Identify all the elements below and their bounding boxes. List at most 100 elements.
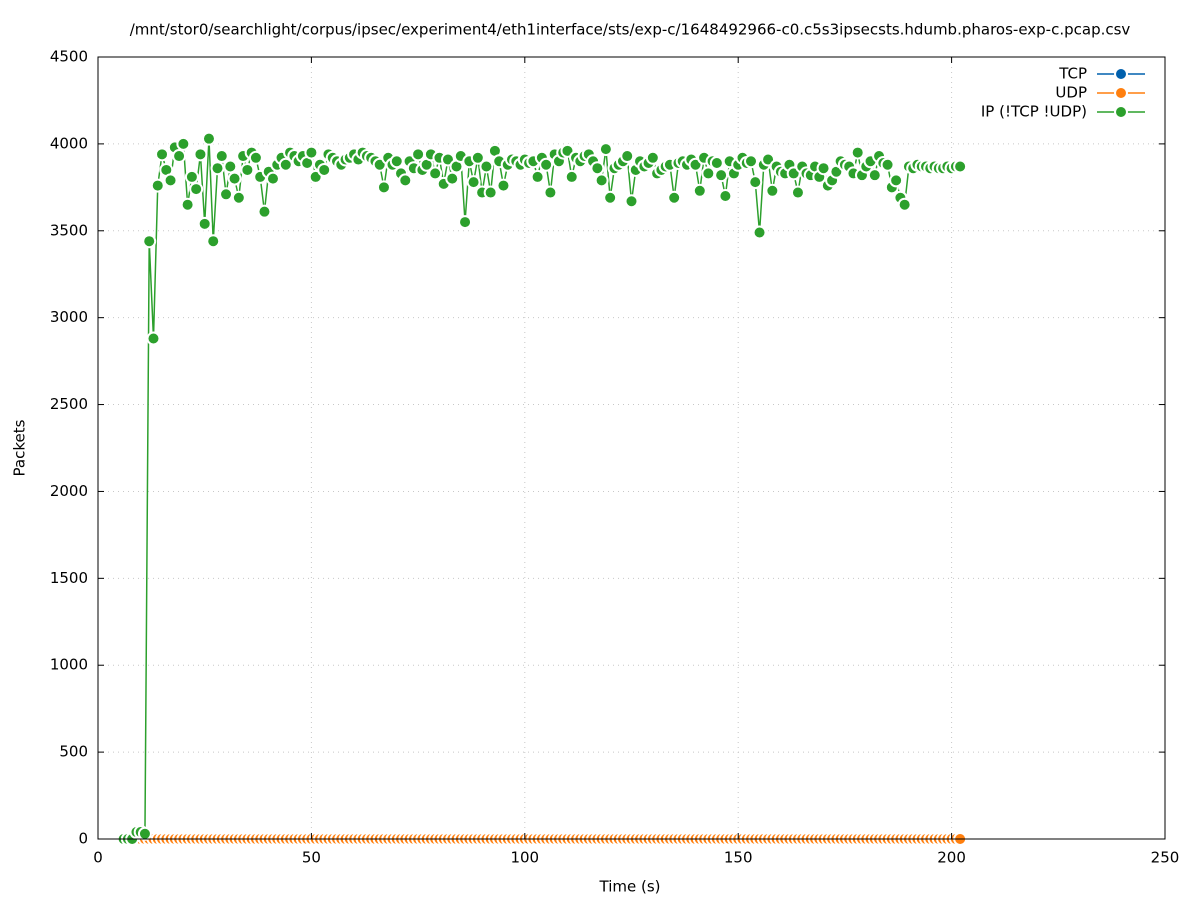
y-tick-label: 2000 bbox=[50, 482, 88, 500]
data-point bbox=[692, 183, 707, 198]
data-point bbox=[317, 162, 332, 177]
data-point bbox=[176, 136, 191, 151]
data-point bbox=[714, 168, 729, 183]
x-tick-label: 50 bbox=[302, 849, 321, 867]
data-point bbox=[458, 215, 473, 230]
y-tick-label: 3500 bbox=[50, 221, 88, 239]
data-point bbox=[146, 331, 161, 346]
plot-area bbox=[116, 131, 968, 846]
y-tick-label: 1500 bbox=[50, 569, 88, 587]
data-point bbox=[248, 150, 263, 165]
data-point bbox=[564, 169, 579, 184]
y-tick-label: 4000 bbox=[50, 134, 88, 152]
data-point bbox=[752, 225, 767, 240]
legend-label: IP (!TCP !UDP) bbox=[981, 103, 1087, 121]
data-point bbox=[428, 166, 443, 181]
data-point bbox=[603, 190, 618, 205]
data-point bbox=[184, 169, 199, 184]
data-point bbox=[201, 131, 216, 146]
data-point bbox=[304, 145, 319, 160]
data-point bbox=[816, 161, 831, 176]
data-point bbox=[398, 173, 413, 188]
x-tick-label: 150 bbox=[724, 849, 753, 867]
data-point bbox=[206, 234, 221, 249]
data-point bbox=[445, 171, 460, 186]
data-point bbox=[265, 171, 280, 186]
data-point bbox=[850, 145, 865, 160]
data-point bbox=[598, 142, 613, 157]
data-point bbox=[172, 149, 187, 164]
x-tick-label: 0 bbox=[93, 849, 103, 867]
data-point bbox=[594, 173, 609, 188]
plot-border bbox=[97, 56, 1166, 840]
data-point bbox=[227, 171, 242, 186]
y-tick-label: 2500 bbox=[50, 395, 88, 413]
x-tick-label: 250 bbox=[1151, 849, 1180, 867]
data-point bbox=[278, 157, 293, 172]
data-point bbox=[667, 190, 682, 205]
legend-marker bbox=[1114, 105, 1128, 119]
y-tick-label: 3000 bbox=[50, 308, 88, 326]
y-tick-label: 4500 bbox=[50, 48, 88, 66]
data-point bbox=[180, 197, 195, 212]
data-point bbox=[897, 197, 912, 212]
data-point bbox=[155, 147, 170, 162]
y-tick-label: 500 bbox=[59, 743, 88, 761]
chart-title: /mnt/stor0/searchlight/corpus/ipsec/expe… bbox=[130, 21, 1131, 39]
data-point bbox=[210, 161, 225, 176]
y-axis-label: Packets bbox=[11, 419, 29, 476]
legend-label: TCP bbox=[1058, 65, 1087, 83]
data-point bbox=[257, 204, 272, 219]
data-point bbox=[880, 157, 895, 172]
data-point bbox=[197, 216, 212, 231]
data-point bbox=[163, 173, 178, 188]
data-point bbox=[479, 159, 494, 174]
data-point bbox=[709, 156, 724, 171]
data-point bbox=[765, 183, 780, 198]
data-point bbox=[214, 149, 229, 164]
y-tick-label: 0 bbox=[78, 830, 88, 848]
data-point bbox=[193, 147, 208, 162]
legend-label: UDP bbox=[1055, 84, 1087, 102]
data-point bbox=[889, 173, 904, 188]
data-point bbox=[137, 826, 152, 841]
data-point bbox=[953, 159, 968, 174]
data-point bbox=[867, 168, 882, 183]
data-point bbox=[790, 185, 805, 200]
data-point bbox=[142, 234, 157, 249]
y-tick-label: 1000 bbox=[50, 656, 88, 674]
data-point bbox=[590, 161, 605, 176]
data-point bbox=[240, 162, 255, 177]
data-point bbox=[539, 157, 554, 172]
data-point bbox=[189, 182, 204, 197]
data-point bbox=[376, 180, 391, 195]
legend-marker bbox=[1114, 67, 1128, 81]
data-point bbox=[624, 194, 639, 209]
data-point bbox=[530, 169, 545, 184]
x-tick-label: 200 bbox=[937, 849, 966, 867]
data-point bbox=[496, 178, 511, 193]
data-point bbox=[219, 187, 234, 202]
data-point bbox=[543, 185, 558, 200]
x-tick-label: 100 bbox=[510, 849, 539, 867]
data-point bbox=[223, 159, 238, 174]
data-point bbox=[620, 149, 635, 164]
data-point bbox=[748, 175, 763, 190]
data-point bbox=[389, 154, 404, 169]
data-point bbox=[701, 166, 716, 181]
data-point bbox=[470, 150, 485, 165]
data-point bbox=[483, 185, 498, 200]
series bbox=[116, 131, 968, 846]
data-point bbox=[744, 154, 759, 169]
x-axis-label: Time (s) bbox=[599, 878, 661, 896]
series-line bbox=[123, 138, 961, 840]
data-point bbox=[150, 178, 165, 193]
legend-marker bbox=[1114, 86, 1128, 100]
data-point bbox=[411, 147, 426, 162]
data-point bbox=[718, 189, 733, 204]
data-point bbox=[645, 150, 660, 165]
data-point bbox=[231, 190, 246, 205]
data-point bbox=[466, 175, 481, 190]
